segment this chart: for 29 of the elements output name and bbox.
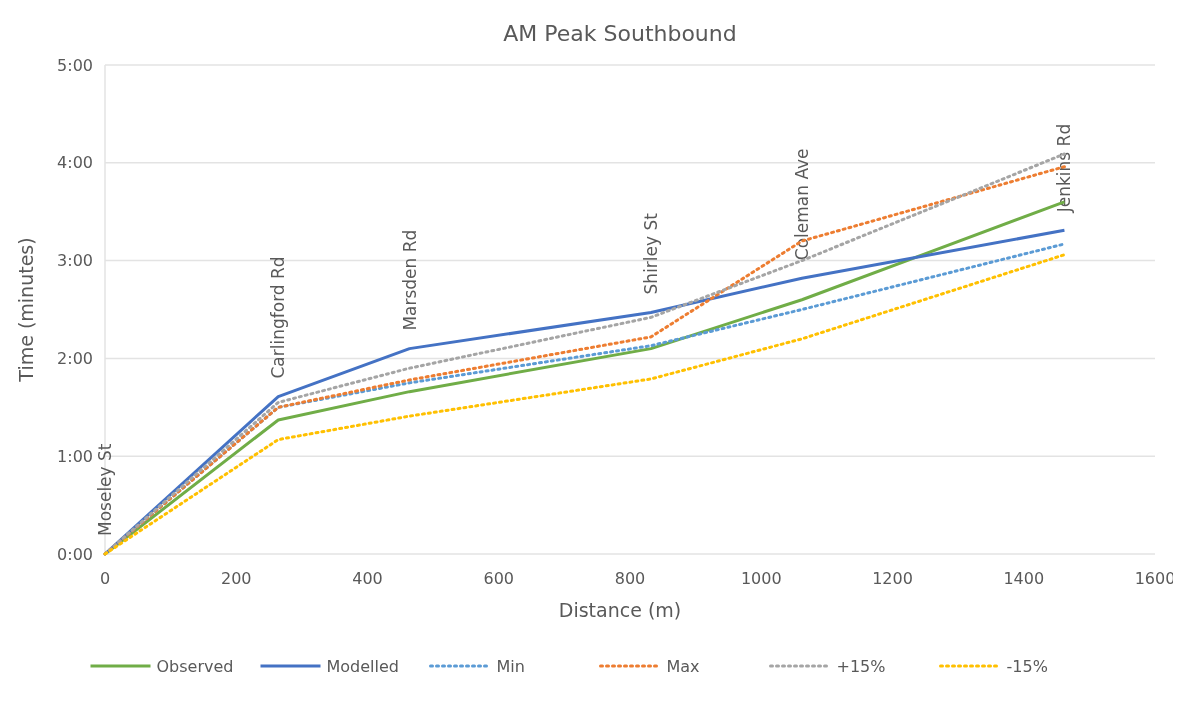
annotation: Jenkins Rd <box>1054 123 1075 214</box>
y-tick-label: 1:00 <box>57 446 93 466</box>
x-tick-label: 1200 <box>872 569 913 588</box>
annotation: Carlingford Rd <box>268 256 289 379</box>
y-tick-label: 5:00 <box>57 55 93 75</box>
y-tick-label: 0:00 <box>57 544 93 564</box>
x-tick-label: 0 <box>99 569 111 588</box>
legend-label: Observed <box>156 656 234 676</box>
annotation: Moseley St <box>95 443 115 536</box>
annotation: Coleman Ave <box>791 148 812 261</box>
x-tick-label: 600 <box>483 569 515 588</box>
x-tick-label: 800 <box>614 569 646 588</box>
legend-label: Modelled <box>326 656 399 676</box>
legend-label: -15% <box>1006 656 1048 676</box>
y-axis-title: Time (minutes) <box>15 237 37 383</box>
x-tick-label: 1000 <box>740 569 782 588</box>
x-tick-label: 400 <box>352 569 383 588</box>
legend-label: Max <box>666 656 700 676</box>
y-tick-label: 3:00 <box>57 251 93 271</box>
annotation: Marsden Rd <box>399 229 420 331</box>
x-tick-label: 1400 <box>1003 569 1045 588</box>
annotation: Shirley St <box>641 212 661 295</box>
y-tick-label: 2:00 <box>57 349 93 368</box>
y-tick-label: 4:00 <box>57 153 93 173</box>
legend-label: Min <box>496 656 525 676</box>
chart-title: AM Peak Southbound <box>503 21 737 46</box>
x-axis-title: Distance (m) <box>558 599 682 621</box>
legend-label: +15% <box>836 656 886 676</box>
x-tick-label: 200 <box>220 569 252 588</box>
